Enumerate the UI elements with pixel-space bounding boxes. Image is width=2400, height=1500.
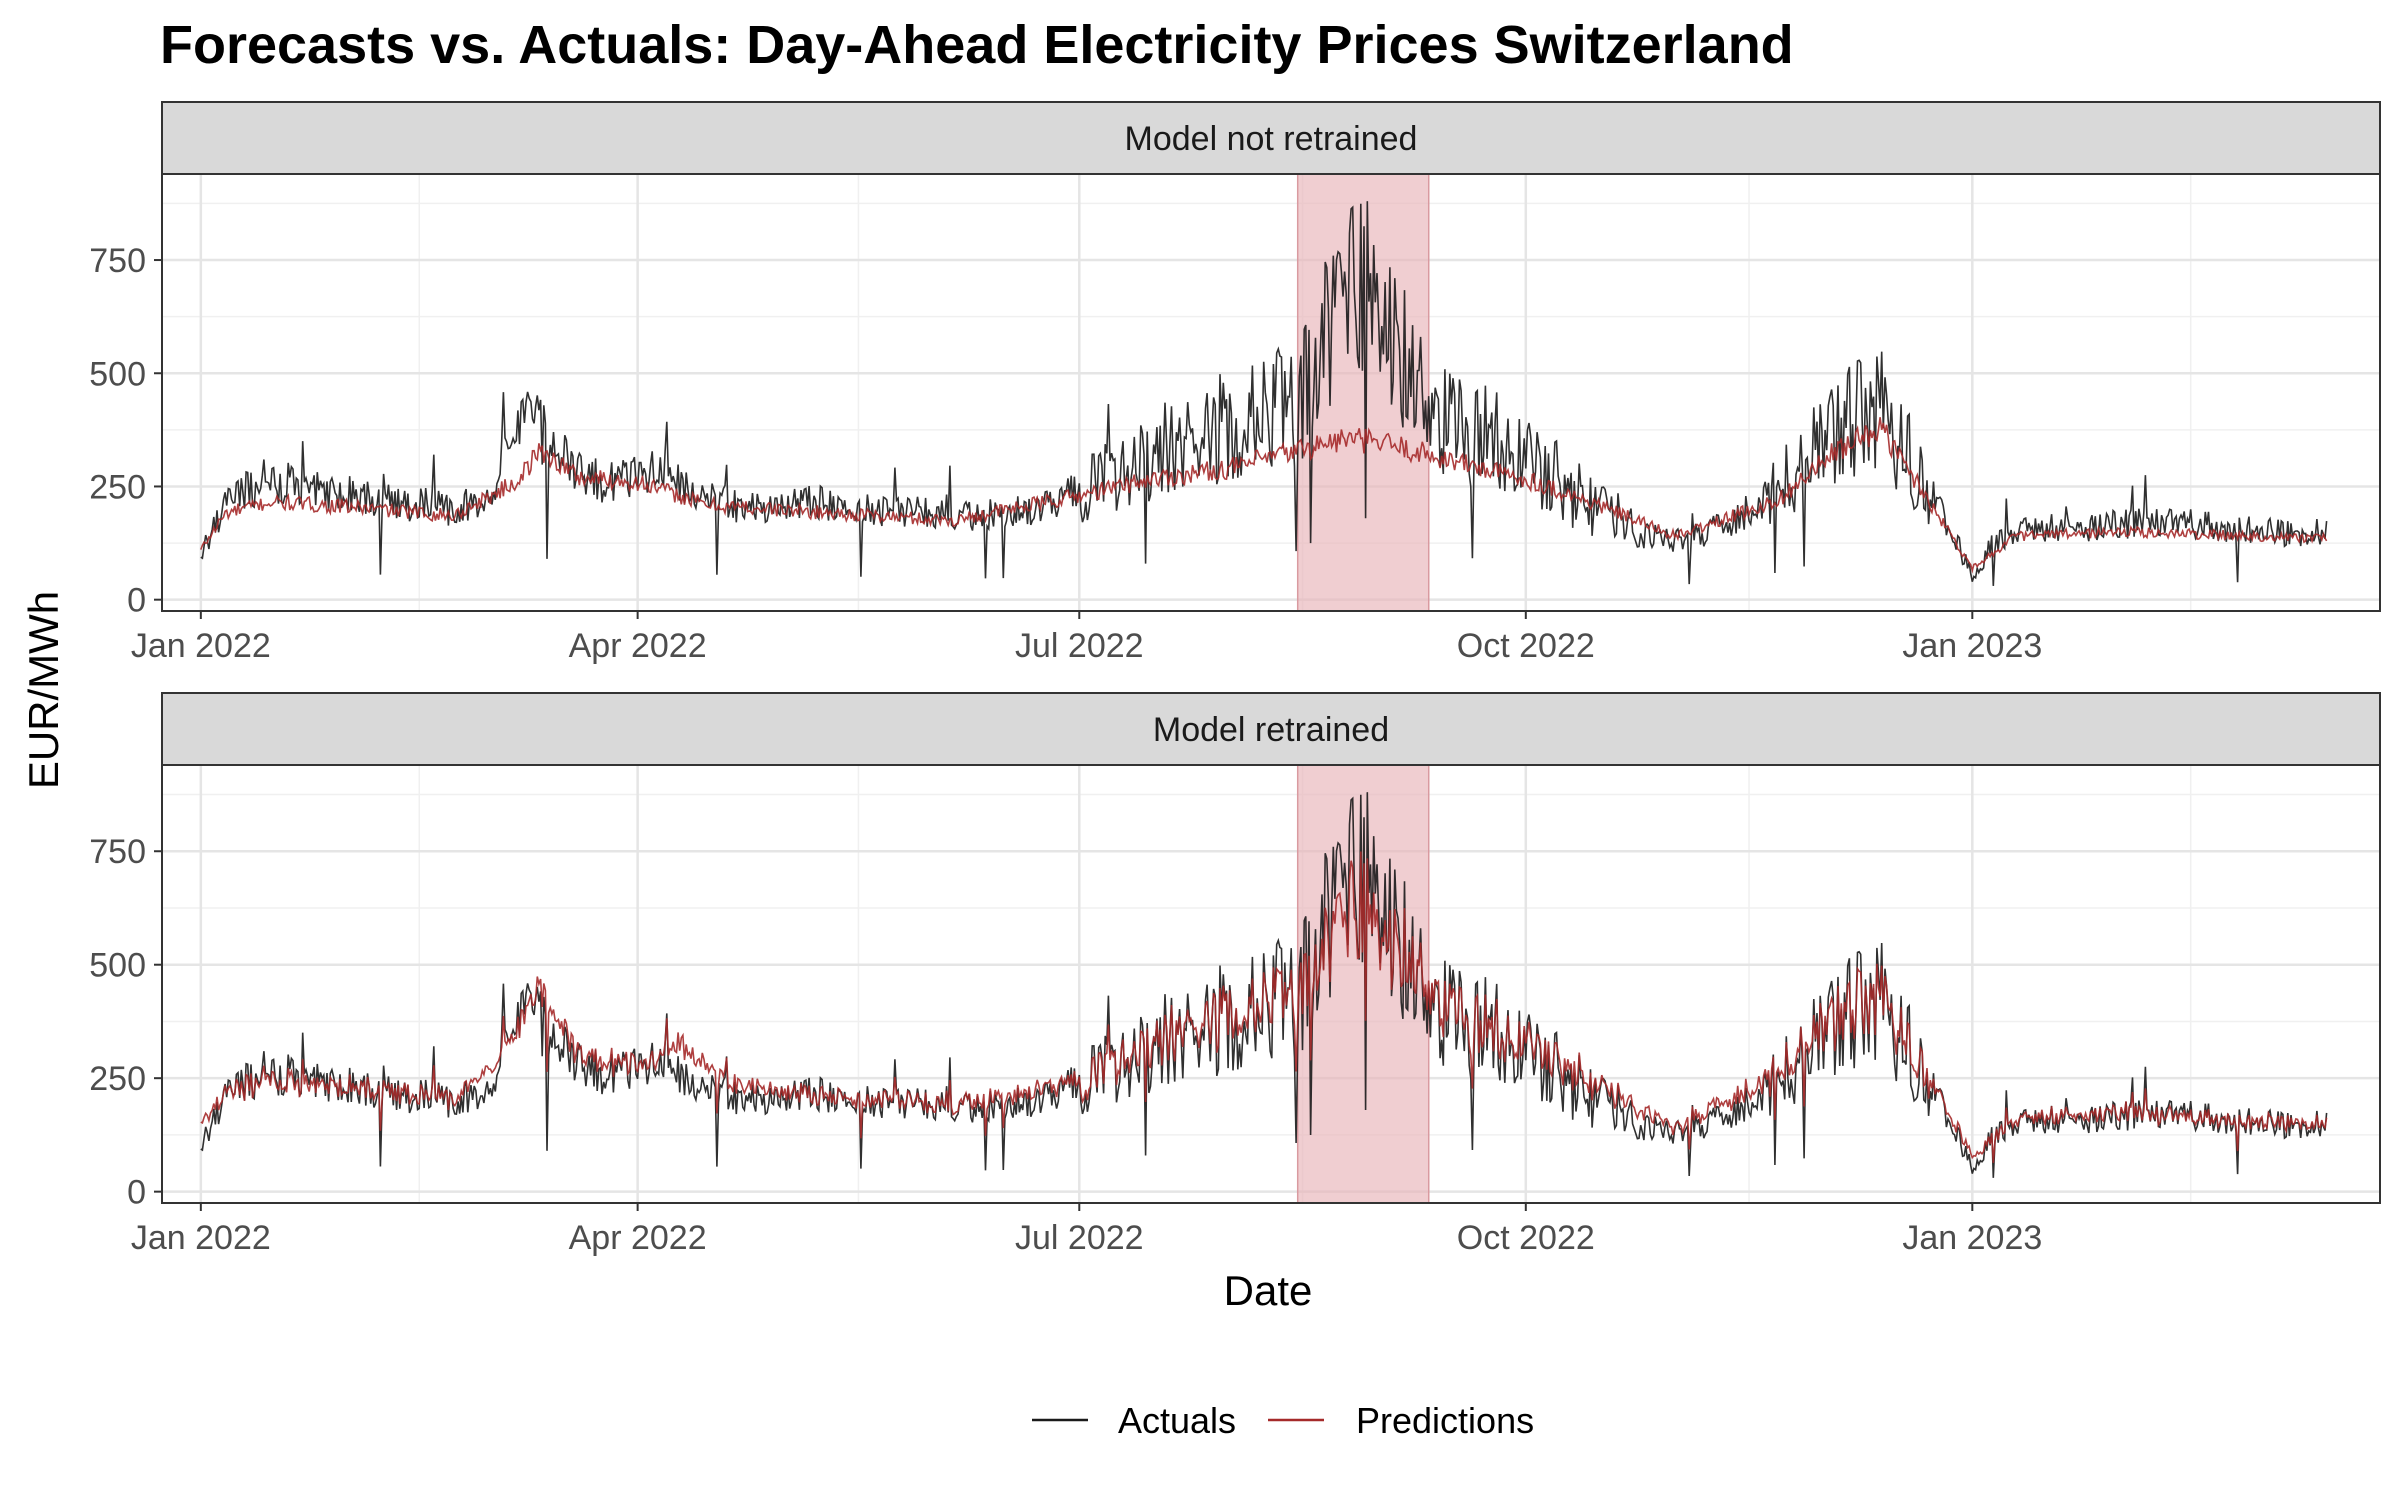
strip-background [161, 692, 2381, 766]
predictions-line [200, 851, 2328, 1163]
chart-title: Forecasts vs. Actuals: Day-Ahead Electri… [160, 15, 1794, 75]
x-axis-title: Date [1224, 1267, 1313, 1314]
y-tick-label: 0 [127, 1174, 146, 1212]
predictions-line [200, 417, 2328, 574]
x-tick-label: Jan 2022 [131, 627, 271, 665]
y-tick-label: 750 [89, 242, 146, 280]
y-tick-label: 500 [89, 355, 146, 393]
gridlines [162, 765, 2380, 1203]
panel-border [161, 764, 2381, 1204]
strip-background [161, 101, 2381, 175]
x-tick-label: Jul 2022 [1015, 627, 1144, 665]
panel-model-not-retrained: Model not retrained 0 250 500 750 Jan 2022 A… [89, 101, 2381, 665]
panel-border [161, 173, 2381, 612]
panel-background [162, 174, 2380, 611]
y-axis-title: EUR/MWh [20, 591, 67, 789]
y-tick-label: 250 [89, 468, 146, 506]
y-tick-label: 750 [89, 833, 146, 871]
panel-model-retrained: Model retrained 0 250 500 750 Jan 2022 Apr 2… [89, 692, 2381, 1257]
x-tick-label: Jan 2023 [1902, 1219, 2042, 1257]
legend: Actuals Predictions [1032, 1400, 1534, 1441]
x-axis: Jan 2022 Apr 2022 Jul 2022 Oct 2022 Jan 2023 [131, 611, 2042, 665]
panel-background [162, 765, 2380, 1203]
x-tick-label: Oct 2022 [1457, 1219, 1595, 1257]
x-axis: Jan 2022 Apr 2022 Jul 2022 Oct 2022 Jan 2023 [131, 1203, 2042, 1257]
x-tick-label: Jan 2022 [131, 1219, 271, 1257]
x-tick-label: Apr 2022 [569, 1219, 707, 1257]
actuals-line [200, 792, 2328, 1178]
predictions-layer [200, 417, 2328, 574]
y-axis: 0 250 500 750 [89, 242, 162, 620]
y-axis: 0 250 500 750 [89, 833, 162, 1212]
x-tick-label: Apr 2022 [569, 627, 707, 665]
x-tick-label: Jul 2022 [1015, 1219, 1144, 1257]
y-tick-label: 500 [89, 947, 146, 985]
predictions-layer [200, 851, 2328, 1163]
legend-label-predictions: Predictions [1356, 1400, 1534, 1441]
strip-label: Model retrained [1153, 711, 1389, 749]
x-tick-label: Jan 2023 [1902, 627, 2042, 665]
y-tick-label: 250 [89, 1060, 146, 1098]
gridlines [162, 174, 2380, 611]
y-tick-label: 0 [127, 582, 146, 620]
x-tick-label: Oct 2022 [1457, 627, 1595, 665]
strip-label: Model not retrained [1125, 120, 1418, 158]
actuals-layer [200, 792, 2328, 1178]
legend-label-actuals: Actuals [1118, 1400, 1236, 1441]
